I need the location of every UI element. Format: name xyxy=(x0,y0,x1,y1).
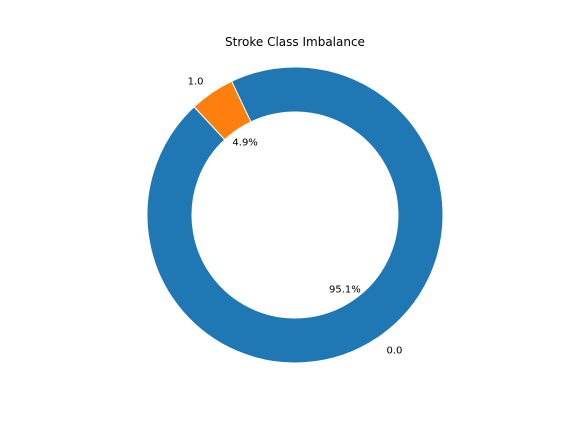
percent-label: 95.1% xyxy=(329,284,361,295)
donut-slices xyxy=(146,66,444,364)
slice-labels: 0.0 95.1% 1.0 4.9% xyxy=(188,76,403,356)
chart-title: Stroke Class Imbalance xyxy=(225,35,365,49)
slice-0.0 xyxy=(146,66,444,364)
category-label: 0.0 xyxy=(386,346,402,357)
category-label: 1.0 xyxy=(188,76,204,87)
slice-1.0 xyxy=(193,80,252,141)
percent-label: 4.9% xyxy=(232,138,257,149)
